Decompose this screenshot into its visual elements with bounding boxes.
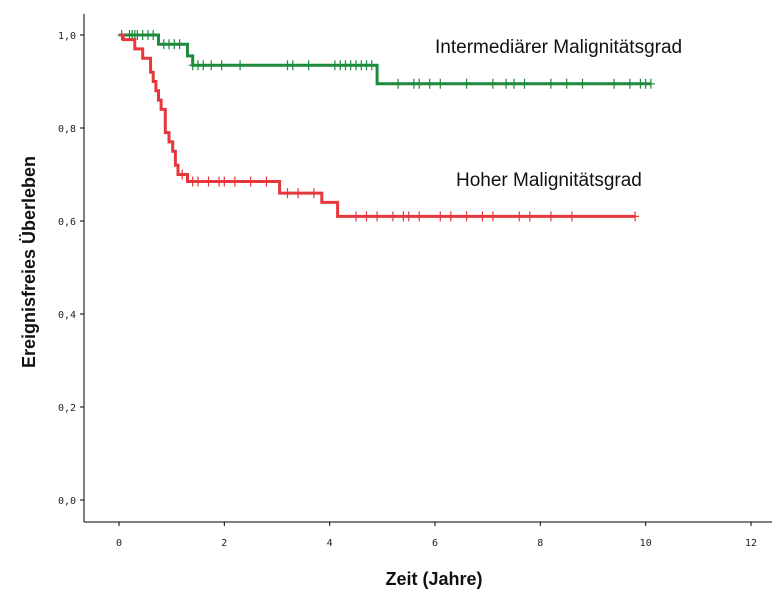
x-tick-label: 0 [116, 538, 122, 549]
censor-mark [631, 211, 640, 222]
censor-mark [246, 176, 255, 187]
y-axis-label: Ereignisfreies Überleben [19, 156, 39, 368]
censor-mark [207, 60, 216, 71]
x-tick-label: 4 [327, 538, 333, 549]
series-label-high: Hoher Malignitätsgrad [456, 170, 642, 191]
series-line-1 [119, 33, 636, 218]
censor-mark [373, 211, 382, 222]
censor-mark [446, 211, 455, 222]
censor-mark [262, 176, 271, 187]
y-tick-label: 0,6 [58, 217, 76, 228]
censor-mark [462, 211, 471, 222]
x-ticks: 0 2 4 6 8 10 12 [116, 522, 757, 549]
axes [83, 14, 772, 523]
series-line-0 [119, 33, 651, 86]
censor-mark [194, 176, 202, 187]
censor-mark [546, 78, 555, 89]
censor-mark [217, 60, 226, 71]
y-ticks: 0,0 0,2 0,4 0,6 0,8 1,0 [58, 31, 84, 507]
y-tick-label: 0,4 [58, 310, 76, 321]
x-tick-label: 8 [537, 538, 543, 549]
censor-mark [546, 211, 555, 222]
censor-mark [352, 211, 360, 222]
series-layer [117, 30, 655, 222]
censor-mark [175, 39, 184, 50]
y-tick-label: 0,8 [58, 124, 76, 135]
x-tick-label: 2 [221, 538, 227, 549]
y-tick-label: 0,2 [58, 403, 76, 414]
censor-mark [520, 78, 529, 89]
censor-mark [510, 78, 518, 89]
x-axis-label: Zeit (Jahre) [385, 569, 482, 589]
censor-mark [288, 60, 297, 71]
censor-mark [394, 78, 403, 89]
censor-mark [478, 211, 487, 222]
x-tick-label: 10 [640, 538, 652, 549]
x-tick-label: 12 [745, 538, 757, 549]
censor-mark [502, 78, 511, 89]
censor-mark [236, 60, 245, 71]
censor-mark [436, 211, 445, 222]
censor-mark [610, 78, 619, 89]
censor-mark [562, 78, 571, 89]
censor-mark [415, 211, 424, 222]
censor-mark [230, 176, 239, 187]
censor-mark [578, 78, 587, 89]
censor-mark [149, 30, 158, 40]
censor-mark [488, 211, 497, 222]
y-tick-label: 1,0 [58, 31, 76, 42]
censor-mark [367, 60, 376, 71]
censor-mark [404, 211, 413, 222]
censor-mark [515, 211, 524, 222]
x-tick-label: 6 [432, 538, 438, 549]
censor-mark [199, 60, 208, 71]
series-label-intermediate: Intermediärer Malignitätsgrad [435, 37, 682, 58]
censor-mark [388, 211, 397, 222]
censor-mark [525, 211, 534, 222]
censor-mark [304, 60, 313, 71]
censor-mark [415, 78, 424, 89]
censor-mark [488, 78, 497, 89]
y-tick-label: 0,0 [58, 496, 76, 507]
censor-mark [362, 211, 371, 222]
censor-mark [283, 188, 292, 199]
censor-mark [436, 78, 445, 89]
censor-mark [294, 188, 303, 199]
censor-mark [178, 169, 187, 180]
censor-mark [625, 78, 634, 89]
censor-mark [204, 176, 213, 187]
censor-mark [425, 78, 434, 89]
censor-mark [309, 188, 318, 199]
censor-mark [646, 78, 655, 89]
censor-mark [220, 176, 229, 187]
censor-mark [567, 211, 576, 222]
censor-mark [462, 78, 471, 89]
